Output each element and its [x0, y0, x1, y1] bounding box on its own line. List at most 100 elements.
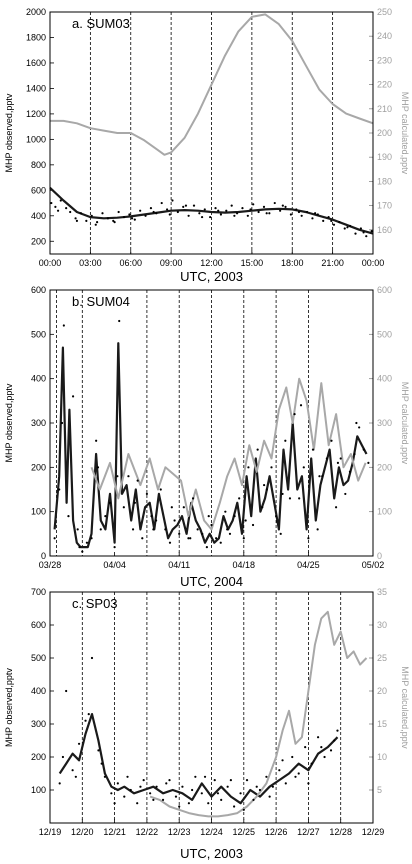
panel-c-obs-point-25	[220, 798, 223, 802]
panel-b-obs-point-75	[170, 506, 173, 509]
panel-b-obs-point-48	[275, 515, 278, 518]
panel-b-obs-point-76	[189, 537, 192, 540]
panel-b-y-ticks-left: 0 100 200 300 400 500 600	[31, 285, 54, 561]
panel-b-obs-point-1	[58, 488, 61, 491]
panel-b-obs-point-7	[85, 541, 89, 544]
panel-c-x-tick-label-7: 12/26	[265, 827, 288, 837]
panel-b-obs-point-27	[178, 532, 181, 535]
panel-b-obs-point-28	[182, 506, 185, 509]
panel-a-obs-point-43	[279, 209, 282, 212]
panel-b-obs-point-8	[90, 537, 93, 540]
panel-b-obs-point-74	[152, 528, 155, 531]
panel-a-obs-point-77	[330, 219, 333, 222]
panel-b-y-axis-label: MHP observed,pptv	[4, 383, 14, 462]
panel-b-x-tick-label-1: 04/04	[103, 560, 126, 570]
panel-c-obs-point-7	[103, 775, 107, 778]
panel-b-calculated-line	[90, 377, 367, 531]
panel-a-obs-point-65	[130, 217, 134, 220]
panel-b-obs-point-29	[187, 537, 190, 540]
panel-a-y-tick-label-5: 1200	[26, 109, 46, 119]
panel-b-y-right-tick-label-4: 400	[377, 374, 392, 384]
panel-a-x-tick-label-2: 06:00	[119, 258, 142, 268]
panel-a-y-right-tick-label-3: 190	[377, 152, 392, 162]
panel-c-obs-point-17	[168, 779, 171, 782]
panel-b-obs-point-35	[215, 537, 218, 540]
panel-c-y-right-tick-label-4: 25	[377, 653, 387, 663]
panel-b-obs-point-43	[251, 523, 255, 527]
panel-c-obs-point-63	[307, 782, 310, 785]
panel-c-y-ticks-right: 5 10 15 20 25 30 35	[369, 587, 387, 795]
panel-a-obs-point-17	[139, 209, 142, 212]
panel-a-obs-point-27	[192, 204, 196, 207]
panel-a-obs-point-73	[265, 212, 268, 215]
panel-a-obs-point-68	[184, 204, 188, 207]
panel-a-x-axis-label: UTC, 2003	[180, 269, 243, 284]
panel-a-dashed-day-lines	[89, 12, 334, 254]
panel-b-y-tick-label-4: 400	[31, 374, 46, 384]
panel-c-obs-point-6	[97, 749, 100, 752]
panel-a-obs-point-32	[219, 213, 223, 216]
panel-b-obs-point-52	[293, 413, 296, 416]
panel-b-obs-point-38	[228, 532, 232, 535]
panel-b-x-tick-label-3: 04/18	[233, 560, 256, 570]
panel-c-obs-point-20	[187, 802, 190, 805]
panel-a-obs-point-39	[257, 210, 260, 214]
panel-b-obs-point-54	[302, 466, 305, 469]
panel-a-obs-point-37	[246, 214, 249, 217]
panel-a-obs-point-47	[300, 214, 303, 217]
panel-a-y-tick-label-1: 400	[31, 211, 46, 221]
panel-b-obs-point-0	[53, 537, 56, 540]
panel-a-obs-point-74	[281, 204, 284, 207]
panel-b-obs-point-58	[321, 475, 324, 478]
panel-c-obs-point-35	[284, 782, 287, 785]
panel-a-obs-point-34	[230, 204, 233, 207]
panel-a-obs-point-33	[225, 209, 228, 212]
panel-c-obs-point-54	[191, 788, 194, 792]
panel-b-obs-point-37	[224, 510, 227, 513]
panel-a-obs-point-26	[187, 214, 190, 217]
panel-b-obs-point-21	[150, 515, 153, 518]
panel-b-obs-point-39	[233, 515, 236, 518]
panel-b-obs-point-6	[81, 550, 84, 553]
panel-c-y-tick-label-5: 600	[31, 620, 46, 630]
panel-b-title: b. SUM04	[72, 294, 130, 309]
panel-b-obs-point-19	[141, 537, 144, 540]
panel-b-obs-point-30	[191, 497, 195, 500]
panel-a-y-right-tick-label-6: 220	[377, 80, 392, 90]
panel-a-obs-point-10	[101, 212, 104, 215]
panel-b-obs-point-15	[122, 506, 125, 509]
panel-b-obs-point-45	[261, 506, 264, 509]
panel-b-y-right-tick-label-2: 200	[377, 462, 392, 472]
panel-b-obs-point-85	[355, 421, 358, 425]
panel-a-y-right-tick-label-2: 180	[377, 176, 392, 186]
panel-a-obs-point-9	[96, 221, 99, 224]
panel-a-y-ticks-left: 200 400 600 800 1000 1200 1400 1600 1800 2000	[26, 7, 54, 246]
panel-c-obs-point-48	[113, 802, 116, 805]
panel-a-y-axis-label: MHP observed,pptv	[4, 93, 14, 172]
panel-b-y-right-tick-label-0: 0	[377, 551, 382, 561]
panel-a-obs-point-70	[217, 209, 220, 212]
panel-b-frame	[49, 289, 374, 557]
panel-b-obs-point-9	[95, 439, 98, 442]
panel-a-x-tick-label-3: 09:00	[160, 258, 183, 268]
panel-b-x-tick-label-0: 03/28	[39, 560, 62, 570]
panel-c-y-ticks-left: 100 200 300 400 500 600 700	[31, 587, 54, 795]
panel-a-obs-point-61	[56, 209, 60, 212]
panel-c-obs-point-37	[297, 772, 300, 775]
panel-c-series	[58, 610, 368, 818]
panel-b-y-tick-label-6: 600	[31, 285, 46, 295]
panel-a-obs-point-48	[305, 210, 309, 214]
panel-b-obs-point-57	[316, 528, 319, 531]
panel-c-x-ticks: 12/19 12/20 12/21 12/22 12/23 12/24 12/25 12/26…	[39, 819, 385, 837]
panel-c-x-tick-label-10: 12/29	[362, 827, 385, 837]
panel-b-obs-point-61	[334, 506, 338, 509]
panel-c-y-axis-label-right: MHP calculated,pptv	[400, 666, 410, 749]
panel-a-obs-point-8	[90, 214, 93, 217]
panel-c-x-tick-label-8: 12/27	[297, 827, 320, 837]
panel-a-x-ticks: 00:00 03:00 06:00 09:00 12:00 15:00 18:00 21:00…	[39, 250, 384, 268]
panel-c-obs-point-11	[129, 788, 132, 792]
panel-a-sum03: 200 400 600 800 1000 1200 1400 1600 1800 2000 160…	[4, 7, 410, 284]
panel-c-obs-point-1	[65, 689, 68, 693]
panel-a-obs-point-53	[332, 223, 336, 226]
